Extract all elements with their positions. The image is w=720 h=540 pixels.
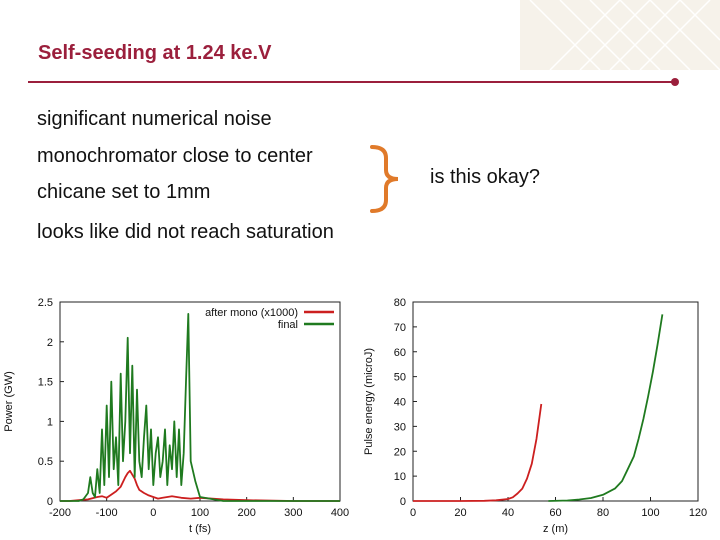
y-axis-label: Power (GW)	[3, 371, 15, 432]
x-tick-label: 20	[454, 507, 466, 519]
power-chart: -200 -100 0 100 200 300 400 0 0.5 1 1.5 2 2.5 t (fs) P…	[3, 297, 349, 535]
x-tick-label: 120	[689, 507, 707, 519]
bullet-chicane: chicane set to 1mm	[37, 181, 211, 203]
x-tick-label: 400	[331, 507, 349, 519]
curly-brace	[370, 145, 399, 213]
bullet-numerical-noise: significant numerical noise	[37, 108, 272, 130]
y-tick-label: 30	[394, 421, 406, 433]
pulse-energy-chart: 0 20 40 60 80 100 120 0 10 20 30 40 50 60 70 80 z (m) Pul…	[363, 297, 707, 535]
x-axis-label: z (m)	[543, 523, 568, 535]
y-tick-label: 50	[394, 372, 406, 384]
title-underline	[28, 81, 676, 83]
y-tick-label: 1.5	[38, 377, 53, 389]
series-line-0	[413, 403, 543, 502]
y-tick-label: 80	[394, 297, 406, 309]
y-tick-label: 40	[394, 397, 406, 409]
series-line-0	[60, 469, 340, 502]
x-tick-label: -200	[49, 507, 71, 519]
x-tick-label: -100	[96, 507, 118, 519]
x-tick-label: 200	[237, 507, 255, 519]
series-line-1	[60, 312, 340, 502]
bullet-monochromator: monochromator close to center	[37, 145, 313, 167]
plot-frame	[412, 301, 699, 502]
x-tick-label: 100	[641, 507, 659, 519]
legend-label: final	[278, 319, 298, 331]
x-tick-label: 300	[284, 507, 302, 519]
y-tick-label: 60	[394, 347, 406, 359]
y-tick-label: 0	[47, 496, 53, 508]
y-tick-label: 0	[400, 496, 406, 508]
y-tick-label: 10	[394, 471, 406, 483]
x-tick-label: 0	[410, 507, 416, 519]
x-tick-label: 40	[502, 507, 514, 519]
title-underline-dot	[671, 78, 679, 86]
corner-decoration	[520, 0, 720, 70]
bullet-saturation: looks like did not reach saturation	[37, 221, 334, 243]
slide-title: Self-seeding at 1.24 ke.V	[38, 42, 272, 64]
y-tick-label: 70	[394, 322, 406, 334]
x-tick-label: 0	[150, 507, 156, 519]
series-line-1	[548, 314, 664, 502]
y-tick-label: 2.5	[38, 297, 53, 309]
x-tick-label: 60	[549, 507, 561, 519]
y-axis-label: Pulse energy (microJ)	[363, 348, 375, 455]
y-tick-label: 2	[47, 337, 53, 349]
question-text: is this okay?	[430, 166, 541, 188]
y-tick-label: 0.5	[38, 456, 53, 468]
x-tick-label: 100	[191, 507, 209, 519]
x-tick-label: 80	[597, 507, 609, 519]
x-axis-label: t (fs)	[189, 523, 211, 535]
y-tick-label: 1	[47, 416, 53, 428]
y-tick-label: 20	[394, 446, 406, 458]
legend-label: after mono (x1000)	[205, 307, 298, 319]
plot-frame	[59, 301, 341, 502]
